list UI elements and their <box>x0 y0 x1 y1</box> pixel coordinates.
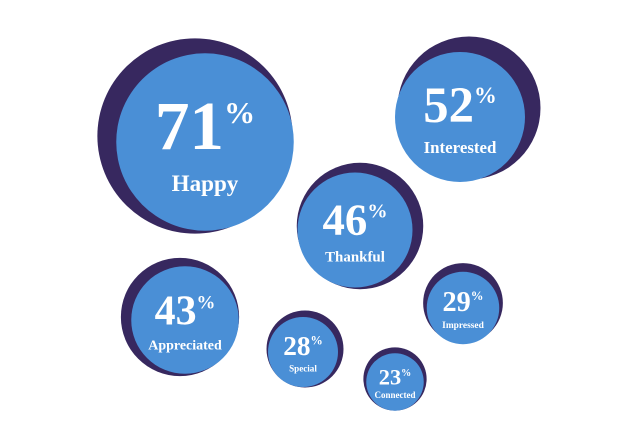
category-label: Happy <box>172 170 239 196</box>
bubble <box>131 266 239 374</box>
category-label: Impressed <box>442 321 484 331</box>
value-label: 23% <box>379 364 411 389</box>
value-label: 29% <box>443 287 484 318</box>
bubble-group: 46% Thankful <box>296 162 424 290</box>
value-label: 28% <box>283 331 323 361</box>
bubble <box>426 271 500 345</box>
bubble-group: 43% Appreciated <box>120 257 240 377</box>
bubble <box>116 53 294 231</box>
bubble-group: 28% Special <box>266 310 344 388</box>
value-label: 52% <box>423 77 496 133</box>
bubble-group: 52% Interested <box>395 36 541 182</box>
bubble <box>297 172 413 288</box>
value-label: 43% <box>155 288 216 334</box>
bubble <box>366 353 424 411</box>
value-label: 71% <box>155 87 255 164</box>
category-label: Interested <box>424 138 497 157</box>
bubble <box>395 52 525 182</box>
category-label: Appreciated <box>148 339 222 354</box>
bubble-group: 71% Happy <box>97 38 294 234</box>
category-label: Special <box>289 363 317 373</box>
category-label: Connected <box>375 390 416 400</box>
bubble <box>268 317 338 387</box>
bubble-group: 29% Impressed <box>423 263 503 345</box>
category-label: Thankful <box>325 250 385 266</box>
bubble-group: 23%Connected <box>363 347 427 411</box>
value-label: 46% <box>322 195 387 245</box>
